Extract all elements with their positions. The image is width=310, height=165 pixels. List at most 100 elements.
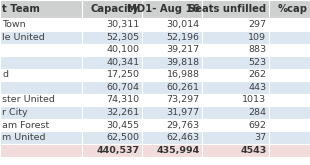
Bar: [82, 106, 142, 119]
Bar: [202, 119, 269, 131]
Bar: [142, 119, 202, 131]
Bar: [0, 69, 82, 81]
Bar: [202, 69, 269, 81]
Text: 30,455: 30,455: [107, 121, 140, 130]
Bar: [269, 131, 310, 144]
Bar: [202, 44, 269, 56]
Text: r City: r City: [2, 108, 28, 117]
Bar: [142, 31, 202, 44]
Bar: [202, 81, 269, 94]
Text: Town: Town: [2, 20, 26, 29]
Text: 32,261: 32,261: [107, 108, 140, 117]
Bar: [269, 94, 310, 106]
Bar: [142, 18, 202, 31]
Text: m United: m United: [2, 133, 46, 142]
Bar: [142, 81, 202, 94]
Text: 62,463: 62,463: [166, 133, 200, 142]
Text: 40,341: 40,341: [107, 58, 140, 67]
Text: t Team: t Team: [2, 4, 40, 14]
Bar: [269, 44, 310, 56]
Text: 4543: 4543: [240, 146, 266, 155]
Text: 60,704: 60,704: [107, 83, 140, 92]
Text: 17,250: 17,250: [107, 70, 140, 79]
Bar: [82, 18, 142, 31]
Text: 435,994: 435,994: [156, 146, 200, 155]
Bar: [202, 0, 269, 18]
Bar: [0, 56, 82, 69]
Bar: [0, 131, 82, 144]
Text: 16,988: 16,988: [166, 70, 200, 79]
Bar: [269, 0, 310, 18]
Text: Seats unfilled: Seats unfilled: [188, 4, 266, 14]
Text: 31,977: 31,977: [166, 108, 200, 117]
Bar: [202, 94, 269, 106]
Text: 52,196: 52,196: [166, 33, 200, 42]
Bar: [142, 56, 202, 69]
Bar: [82, 144, 142, 157]
Text: 109: 109: [248, 33, 266, 42]
Bar: [269, 31, 310, 44]
Text: 29,763: 29,763: [166, 121, 200, 130]
Bar: [269, 81, 310, 94]
Bar: [82, 44, 142, 56]
Text: 440,537: 440,537: [96, 146, 140, 155]
Bar: [202, 144, 269, 157]
Bar: [82, 131, 142, 144]
Bar: [0, 94, 82, 106]
Bar: [202, 56, 269, 69]
Bar: [269, 69, 310, 81]
Text: 30,014: 30,014: [166, 20, 200, 29]
Text: 692: 692: [248, 121, 266, 130]
Bar: [142, 94, 202, 106]
Text: 1013: 1013: [242, 96, 266, 104]
Bar: [142, 106, 202, 119]
Text: 60,261: 60,261: [166, 83, 200, 92]
Text: 443: 443: [248, 83, 266, 92]
Text: 30,311: 30,311: [106, 20, 140, 29]
Bar: [82, 0, 142, 18]
Text: 40,100: 40,100: [107, 45, 140, 54]
Bar: [82, 69, 142, 81]
Text: 52,305: 52,305: [107, 33, 140, 42]
Text: MD1- Aug 16: MD1- Aug 16: [127, 4, 200, 14]
Text: Capacity: Capacity: [91, 4, 140, 14]
Bar: [0, 31, 82, 44]
Bar: [0, 119, 82, 131]
Bar: [202, 31, 269, 44]
Bar: [82, 31, 142, 44]
Bar: [82, 94, 142, 106]
Text: 39,217: 39,217: [166, 45, 200, 54]
Bar: [202, 18, 269, 31]
Text: le United: le United: [2, 33, 45, 42]
Text: 39,818: 39,818: [166, 58, 200, 67]
Bar: [202, 131, 269, 144]
Text: 883: 883: [248, 45, 266, 54]
Text: 523: 523: [248, 58, 266, 67]
Bar: [269, 106, 310, 119]
Text: 73,297: 73,297: [166, 96, 200, 104]
Bar: [202, 106, 269, 119]
Text: 284: 284: [248, 108, 266, 117]
Bar: [269, 18, 310, 31]
Text: d: d: [2, 70, 8, 79]
Bar: [269, 119, 310, 131]
Bar: [0, 44, 82, 56]
Text: %cap: %cap: [277, 4, 308, 14]
Text: am Forest: am Forest: [2, 121, 50, 130]
Text: ster United: ster United: [2, 96, 55, 104]
Bar: [142, 44, 202, 56]
Bar: [82, 56, 142, 69]
Bar: [82, 119, 142, 131]
Text: 297: 297: [248, 20, 266, 29]
Text: 62,500: 62,500: [107, 133, 140, 142]
Bar: [269, 144, 310, 157]
Bar: [82, 81, 142, 94]
Bar: [0, 144, 82, 157]
Text: 262: 262: [248, 70, 266, 79]
Bar: [0, 106, 82, 119]
Bar: [142, 144, 202, 157]
Bar: [0, 18, 82, 31]
Bar: [142, 131, 202, 144]
Bar: [269, 56, 310, 69]
Bar: [0, 0, 82, 18]
